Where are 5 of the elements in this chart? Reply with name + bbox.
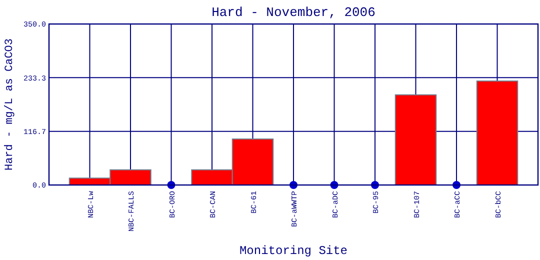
chart-title: Hard - November, 2006 — [212, 5, 376, 20]
y-axis-title: Hard - mg/L as CaCO3 — [4, 38, 16, 171]
bar — [476, 80, 518, 186]
bar — [394, 94, 437, 186]
x-axis-title: Monitoring Site — [239, 244, 348, 258]
